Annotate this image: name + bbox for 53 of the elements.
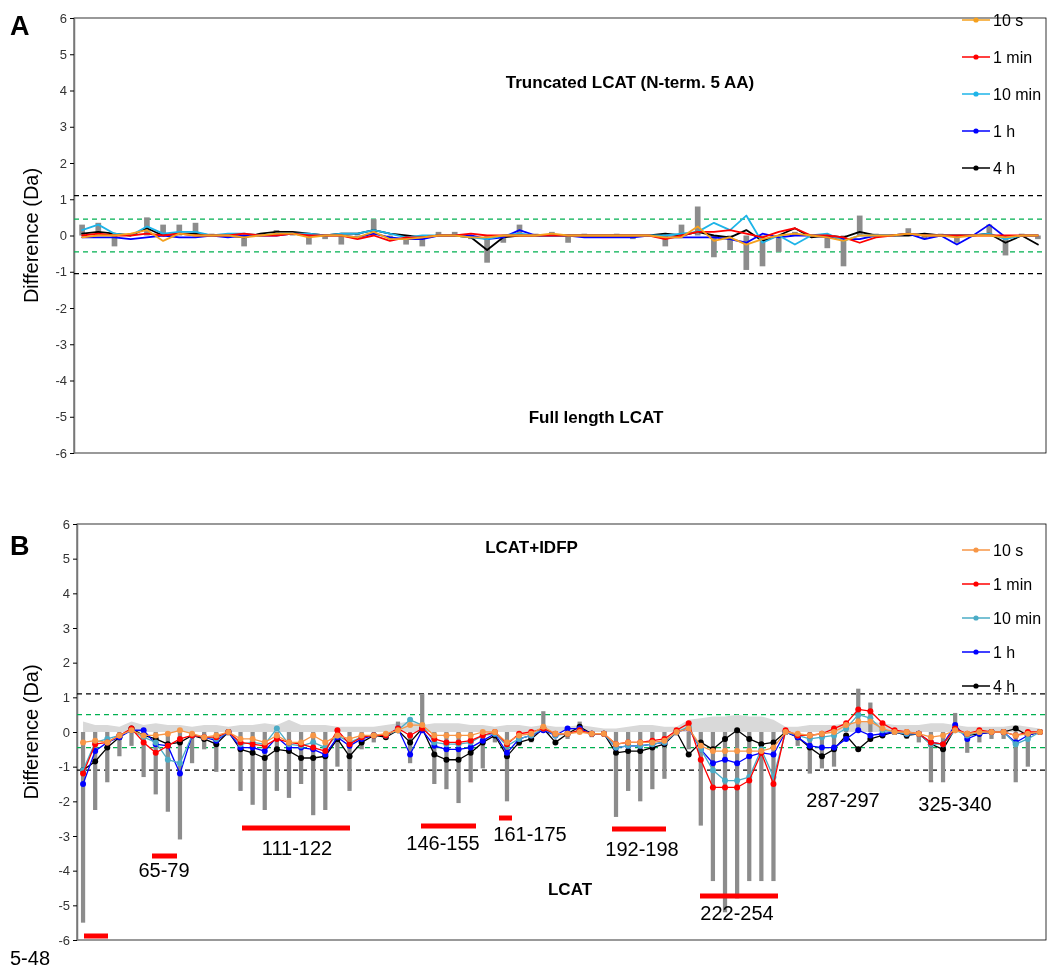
annotation: LCAT <box>547 880 593 899</box>
y-tick-label: -2 <box>55 300 67 316</box>
y-tick-label: 5 <box>59 46 67 62</box>
y-tick-label: 2 <box>62 655 70 671</box>
legend-label: 1 h <box>993 123 1016 140</box>
legend-label: 1 h <box>993 644 1016 661</box>
y-tick-label: 5 <box>62 551 70 567</box>
annotation: 192-198 <box>605 838 679 860</box>
chart-title: B <box>10 531 30 561</box>
y-tick-label: -5 <box>55 409 67 425</box>
legend-label: 1 min <box>993 576 1033 593</box>
y-tick-label: -4 <box>58 863 70 879</box>
y-tick-label: 6 <box>59 10 67 26</box>
legend-label: 10 s <box>993 542 1024 559</box>
annotation: 111-122 <box>261 837 333 859</box>
legend-label: 4 h <box>993 678 1016 695</box>
text: 5-48 <box>9 947 51 969</box>
annotation: 146-155 <box>406 832 480 854</box>
y-tick-label: 1 <box>62 689 70 705</box>
y-axis-title: Difference (Da) <box>20 167 42 304</box>
text: LCAT+IDFP <box>485 538 578 557</box>
y-tick-label: -3 <box>58 828 70 844</box>
annotation: 325-340 <box>918 793 992 815</box>
y-tick-label: -3 <box>55 336 67 352</box>
legend-label: 10 s <box>993 12 1024 29</box>
annotation: 161-175 <box>493 823 567 845</box>
y-tick-label: -6 <box>58 932 70 948</box>
y-tick-label: 3 <box>62 620 70 636</box>
annotation: 222-254 <box>700 902 774 924</box>
legend-label: 10 min <box>993 610 1042 627</box>
legend-label: 10 min <box>993 86 1042 103</box>
y-tick-label: 4 <box>59 83 67 99</box>
y-tick-label: -6 <box>55 445 67 461</box>
y-axis-title: Difference (Da) <box>20 664 42 800</box>
y-tick-label: -4 <box>55 373 67 389</box>
y-tick-label: 0 <box>62 724 70 740</box>
y-tick-label: -2 <box>58 793 70 809</box>
legend-label: 4 h <box>993 160 1016 177</box>
text: Truncated LCAT (N-term. 5 AA) <box>505 73 755 92</box>
annotation: 287-297 <box>806 789 880 811</box>
y-tick-label: 3 <box>59 119 67 135</box>
y-tick-label: -5 <box>58 897 70 913</box>
y-tick-label: -1 <box>58 759 70 775</box>
annotation: Full length LCAT <box>528 408 664 427</box>
annotation: 65-79 <box>138 859 190 881</box>
chart-title: A <box>10 11 30 41</box>
legend-label: 1 min <box>993 49 1033 66</box>
y-tick-label: 4 <box>62 585 70 601</box>
y-tick-label: 2 <box>59 155 67 171</box>
y-tick-label: 6 <box>62 516 70 532</box>
y-tick-label: 0 <box>59 228 67 244</box>
y-tick-label: -1 <box>55 264 67 280</box>
y-tick-label: 1 <box>59 191 67 207</box>
